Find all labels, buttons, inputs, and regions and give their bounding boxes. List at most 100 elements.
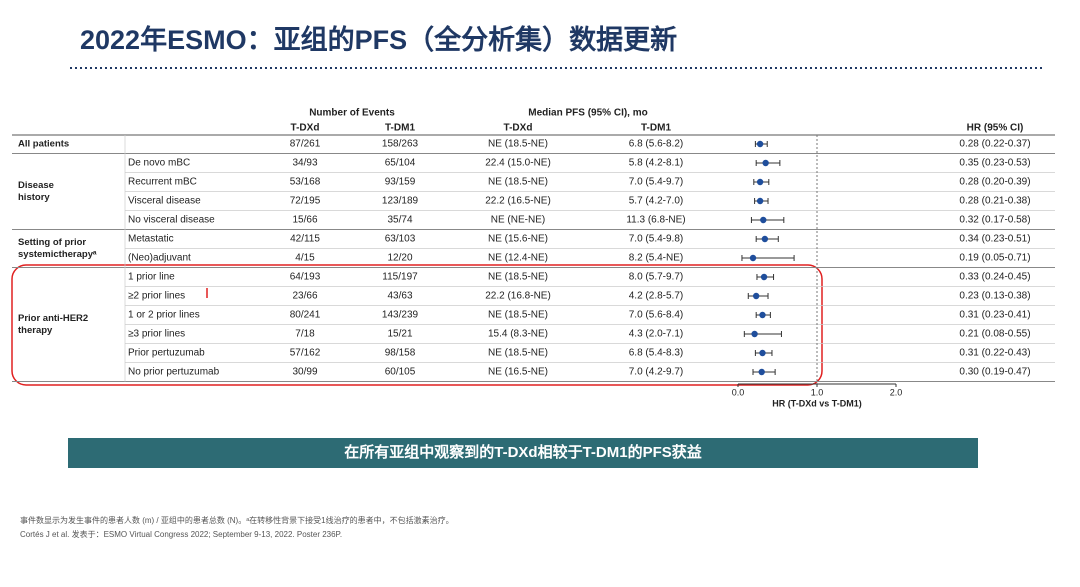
- hr-point: [759, 311, 766, 319]
- subgroup-label: No prior pertuzumab: [128, 367, 220, 378]
- table-cell: 7.0 (4.2-9.7): [629, 367, 683, 378]
- banner-text: 在所有亚组中观察到的T-DXd相较于T-DM1的PFS获益: [344, 443, 702, 461]
- table-cell: 7/18: [295, 329, 315, 340]
- column-header: T-DM1: [385, 123, 415, 134]
- subgroup-label: Visceral disease: [128, 196, 201, 207]
- table-cell: 7.0 (5.6-8.4): [629, 310, 683, 321]
- table-cell: 34/93: [292, 158, 317, 169]
- table-cell: 22.4 (15.0-NE): [485, 158, 551, 169]
- highlight-box: [11, 264, 823, 386]
- x-axis-label: HR (T-DXd vs T-DM1): [772, 398, 862, 408]
- table-cell: NE (18.5-NE): [488, 348, 548, 359]
- table-cell: 43/63: [387, 291, 412, 302]
- hr-label: 0.19 (0.05-0.71): [959, 253, 1030, 264]
- subgroup-label: 1 prior line: [128, 272, 175, 283]
- table-cell: 63/103: [385, 234, 416, 245]
- hr-label: 0.32 (0.17-0.58): [959, 215, 1030, 226]
- table-cell: 57/162: [290, 348, 321, 359]
- hr-label: 0.28 (0.21-0.38): [959, 196, 1030, 207]
- footnote: Cortés J et al. 发表于：ESMO Virtual Congres…: [20, 529, 342, 539]
- table-cell: 123/189: [382, 196, 419, 207]
- table-cell: 8.2 (5.4-NE): [629, 253, 683, 264]
- table-cell: NE (12.4-NE): [488, 253, 548, 264]
- table-cell: 22.2 (16.5-NE): [485, 196, 551, 207]
- table-cell: 42/115: [290, 234, 320, 245]
- hr-label: 0.21 (0.08-0.55): [959, 329, 1030, 340]
- table-cell: 80/241: [290, 310, 321, 321]
- table-cell: 7.0 (5.4-9.8): [629, 234, 683, 245]
- hr-point: [759, 349, 766, 357]
- hr-point: [756, 140, 764, 148]
- table-cell: 60/105: [385, 367, 416, 378]
- table-cell: 30/99: [292, 367, 317, 378]
- hr-point: [760, 216, 767, 224]
- table-cell: 115/197: [382, 272, 418, 283]
- group-label: systemictherapyᵃ: [18, 249, 97, 260]
- hr-label: 0.31 (0.23-0.41): [959, 310, 1030, 321]
- table-cell: 4.2 (2.8-5.7): [629, 291, 683, 302]
- table-cell: NE (18.5-NE): [488, 310, 548, 321]
- table-cell: 65/104: [385, 158, 416, 169]
- table-cell: 64/193: [290, 272, 321, 283]
- table-cell: 53/168: [290, 177, 321, 188]
- group-label: Disease: [18, 180, 54, 191]
- footnote: 事件数显示为发生事件的患者人数 (m) / 亚组中的患者总数 (N)。ᵃ在转移性…: [20, 515, 454, 525]
- table-cell: 4/15: [295, 253, 315, 264]
- banner-bg: [68, 438, 978, 468]
- table-cell: 11.3 (6.8-NE): [626, 215, 685, 226]
- hr-label: 0.33 (0.24-0.45): [959, 272, 1030, 283]
- hr-label: 0.31 (0.22-0.43): [959, 348, 1030, 359]
- group-label: Prior anti-HER2: [18, 313, 88, 324]
- table-cell: 4.3 (2.0-7.1): [629, 329, 683, 340]
- column-header: T-DXd: [504, 123, 533, 134]
- hr-point: [756, 197, 764, 205]
- table-cell: 158/263: [382, 139, 419, 150]
- table-cell: 6.8 (5.4-8.3): [629, 348, 683, 359]
- subgroup-label: De novo mBC: [128, 158, 190, 169]
- column-header: T-DXd: [291, 123, 320, 134]
- hr-label: 0.28 (0.20-0.39): [959, 177, 1030, 188]
- hr-point: [758, 368, 765, 376]
- hr-label: 0.28 (0.22-0.37): [959, 139, 1030, 150]
- hr-point: [756, 178, 764, 186]
- table-cell: 6.8 (5.6-8.2): [629, 139, 683, 150]
- table-cell: NE (18.5-NE): [488, 272, 548, 283]
- table-cell: 8.0 (5.7-9.7): [629, 272, 683, 283]
- subgroup-label: ≥3 prior lines: [128, 329, 185, 340]
- subgroup-label: Recurrent mBC: [128, 177, 197, 188]
- subgroup-label: Metastatic: [128, 234, 174, 245]
- column-header: T-DM1: [641, 123, 671, 134]
- table-cell: 5.8 (4.2-8.1): [629, 158, 683, 169]
- table-cell: 12/20: [387, 253, 412, 264]
- table-cell: NE (16.5-NE): [488, 367, 548, 378]
- table-cell: NE (18.5-NE): [488, 139, 548, 150]
- subgroup-label: ≥2 prior lines: [128, 291, 185, 302]
- hr-label: 0.23 (0.13-0.38): [959, 291, 1030, 302]
- column-header: HR (95% CI): [967, 123, 1024, 134]
- table-cell: NE (NE-NE): [491, 215, 545, 226]
- subgroup-label: No visceral disease: [128, 215, 215, 226]
- table-cell: 5.7 (4.2-7.0): [629, 196, 683, 207]
- hr-label: 0.35 (0.23-0.53): [959, 158, 1030, 169]
- group-header: Number of Events: [309, 108, 395, 119]
- table-cell: NE (18.5-NE): [488, 177, 548, 188]
- table-cell: 87/261: [290, 139, 321, 150]
- hr-point: [760, 273, 768, 281]
- table-cell: 72/195: [290, 196, 321, 207]
- hr-point: [751, 330, 758, 338]
- slide-title: 2022年ESMO：亚组的PFS（全分析集）数据更新: [80, 24, 677, 55]
- hr-point: [752, 292, 760, 300]
- hr-point: [762, 159, 769, 167]
- subgroup-label: 1 or 2 prior lines: [128, 310, 200, 321]
- table-cell: 15/66: [292, 215, 317, 226]
- group-label: All patients: [18, 139, 69, 150]
- hr-label: 0.34 (0.23-0.51): [959, 234, 1030, 245]
- table-cell: 143/239: [382, 310, 419, 321]
- table-cell: 35/74: [387, 215, 412, 226]
- subgroup-label: (Neo)adjuvant: [128, 253, 191, 264]
- table-cell: 93/159: [385, 177, 416, 188]
- x-tick-label: 0.0: [732, 387, 745, 397]
- table-cell: 15.4 (8.3-NE): [488, 329, 548, 340]
